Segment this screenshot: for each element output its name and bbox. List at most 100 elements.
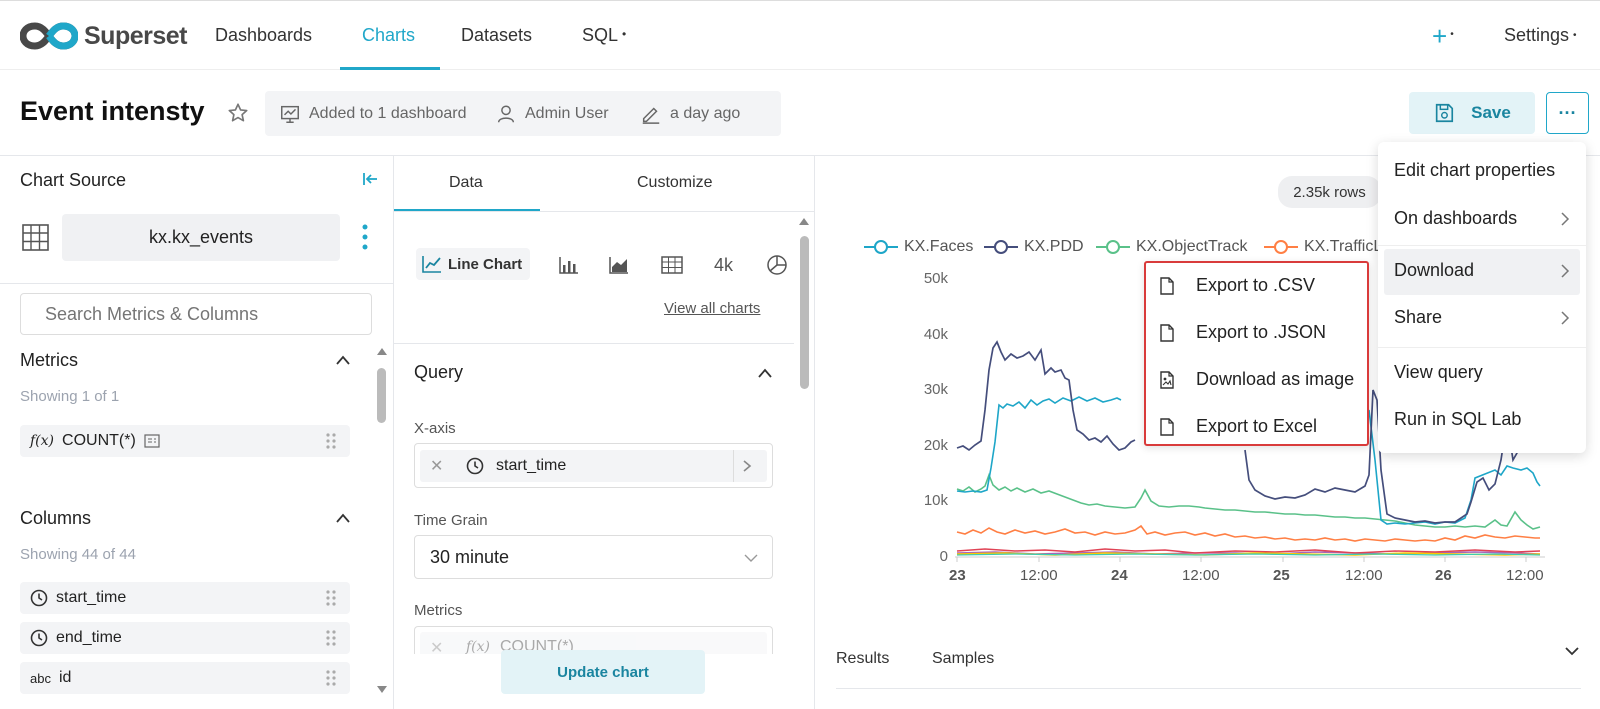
modified-meta: a day ago: [640, 103, 740, 125]
active-tab-indicator: [394, 209, 540, 211]
drag-handle-icon[interactable]: [326, 630, 336, 646]
metric-item[interactable]: f(x) COUNT(*): [20, 425, 350, 457]
x-tick-label: 26: [1435, 567, 1452, 584]
view-all-charts-link[interactable]: View all charts: [664, 300, 761, 317]
tab-samples[interactable]: Samples: [932, 650, 995, 667]
menu-divider: [1378, 245, 1586, 246]
menu-share[interactable]: Share: [1394, 307, 1443, 327]
add-new-icon[interactable]: + •: [1432, 21, 1454, 51]
menu-view-query[interactable]: View query: [1394, 362, 1483, 382]
column-item[interactable]: start_time: [20, 582, 350, 614]
menu-run-in-sql-lab[interactable]: Run in SQL Lab: [1394, 409, 1522, 429]
menu-download[interactable]: Download: [1394, 260, 1475, 280]
dashboard-chart-icon: [281, 105, 299, 123]
added-to-dashboard-text: Added to 1 dashboard: [309, 105, 467, 122]
file-icon: [1160, 417, 1174, 436]
file-icon: [1160, 276, 1174, 295]
update-chart-button[interactable]: Update chart: [501, 650, 705, 694]
metric-name: COUNT(*): [62, 432, 136, 449]
superset-logo[interactable]: Superset: [20, 21, 187, 51]
chart-title[interactable]: Event intensty: [20, 96, 205, 126]
chevron-down-icon[interactable]: [1564, 646, 1580, 657]
chart-metadata-bar: Added to 1 dashboard Admin User a day ag…: [265, 91, 781, 136]
column-item[interactable]: abc id: [20, 662, 350, 694]
column-item[interactable]: end_time: [20, 622, 350, 654]
export-json-item[interactable]: Export to .JSON: [1160, 322, 1326, 343]
x-tick-label: 12:00: [1182, 567, 1220, 584]
left-scrollbar[interactable]: [375, 348, 389, 698]
dataset-menu-icon[interactable]: [362, 224, 368, 250]
pie-chart-icon[interactable]: [766, 254, 788, 276]
tab-customize[interactable]: Customize: [637, 174, 713, 191]
x-tick-label: 12:00: [1506, 567, 1544, 584]
nav-charts[interactable]: Charts: [362, 25, 416, 45]
legend-circle-icon: [1264, 240, 1298, 254]
drag-handle-icon[interactable]: [326, 433, 336, 449]
big-number-chart-button[interactable]: 4k: [714, 255, 734, 275]
results-divider: [836, 688, 1581, 689]
star-icon[interactable]: [227, 102, 249, 124]
section-divider: [394, 343, 794, 344]
legend-circle-icon: [984, 240, 1018, 254]
chevron-right-icon[interactable]: [742, 459, 752, 473]
collapse-panel-icon[interactable]: [362, 171, 378, 187]
settings-menu[interactable]: Settings •: [1504, 25, 1577, 46]
dataset-selector[interactable]: kx.kx_events: [62, 214, 340, 261]
chevron-up-icon[interactable]: [757, 367, 773, 379]
export-csv-item[interactable]: Export to .CSV: [1160, 275, 1315, 296]
time-grain-select[interactable]: 30 minute: [414, 535, 773, 579]
y-tick-label: 0: [939, 548, 948, 565]
legend-item[interactable]: KX.PDD: [984, 238, 1084, 256]
active-tab-indicator: [340, 67, 440, 70]
columns-section-title: Columns: [20, 508, 92, 528]
metrics-field[interactable]: ✕ f(x) COUNT(*): [414, 626, 773, 654]
column-name: start_time: [56, 589, 127, 606]
bar-chart-icon[interactable]: [559, 256, 579, 274]
tab-data[interactable]: Data: [449, 174, 483, 191]
series-line-trafficl: [956, 524, 1540, 542]
menu-download-highlight: [1384, 249, 1580, 295]
legend-item[interactable]: KX.Faces: [864, 238, 973, 256]
line-chart-type-button[interactable]: Line Chart: [416, 248, 530, 280]
export-excel-label: Export to Excel: [1196, 416, 1318, 436]
legend-circle-icon: [864, 240, 898, 254]
metric-tag[interactable]: ✕ f(x) COUNT(*): [420, 632, 767, 654]
drag-handle-icon[interactable]: [326, 590, 336, 606]
remove-icon[interactable]: ✕: [430, 640, 444, 654]
table-chart-icon[interactable]: [661, 256, 683, 274]
series-line-low-2: [956, 548, 1541, 554]
nav-sql[interactable]: SQL •: [582, 25, 626, 46]
legend-item[interactable]: KX.ObjectTrack: [1096, 238, 1247, 256]
legend-label: KX.TrafficL: [1304, 238, 1383, 255]
y-tick-label: 10k: [923, 492, 948, 509]
legend-item[interactable]: KX.TrafficL: [1264, 238, 1382, 256]
infinity-logo-icon: [20, 22, 78, 50]
menu-on-dashboards[interactable]: On dashboards: [1394, 208, 1518, 228]
xaxis-field[interactable]: ✕ start_time: [414, 443, 773, 488]
nav-dashboards[interactable]: Dashboards: [215, 25, 313, 45]
dashboards-meta[interactable]: Added to 1 dashboard: [279, 103, 466, 125]
time-grain-value: 30 minute: [430, 547, 510, 567]
owner-name: Admin User: [525, 105, 609, 122]
drag-handle-icon[interactable]: [326, 670, 336, 686]
menu-edit-chart-properties[interactable]: Edit chart properties: [1394, 160, 1556, 180]
more-options-button[interactable]: ···: [1546, 92, 1589, 134]
save-button[interactable]: Save: [1409, 92, 1535, 134]
chevron-up-icon[interactable]: [335, 354, 351, 366]
y-tick-label: 30k: [923, 381, 948, 398]
nav-datasets[interactable]: Datasets: [461, 25, 533, 45]
remove-icon[interactable]: ✕: [430, 458, 444, 475]
export-excel-item[interactable]: Export to Excel: [1160, 416, 1317, 437]
metrics-count: Showing 1 of 1: [20, 388, 120, 405]
x-tick-label: 24: [1111, 567, 1128, 584]
download-image-item[interactable]: Download as image: [1160, 369, 1354, 390]
clock-icon: [30, 589, 48, 607]
chevron-up-icon[interactable]: [335, 512, 351, 524]
search-metrics-input[interactable]: [20, 293, 372, 335]
owner-meta: Admin User: [495, 103, 609, 125]
file-icon: [1160, 323, 1174, 342]
area-chart-icon[interactable]: [609, 256, 629, 274]
xaxis-tag[interactable]: ✕ start_time: [420, 450, 767, 482]
tab-results[interactable]: Results: [836, 650, 890, 667]
middle-scrollbar[interactable]: [797, 216, 811, 656]
